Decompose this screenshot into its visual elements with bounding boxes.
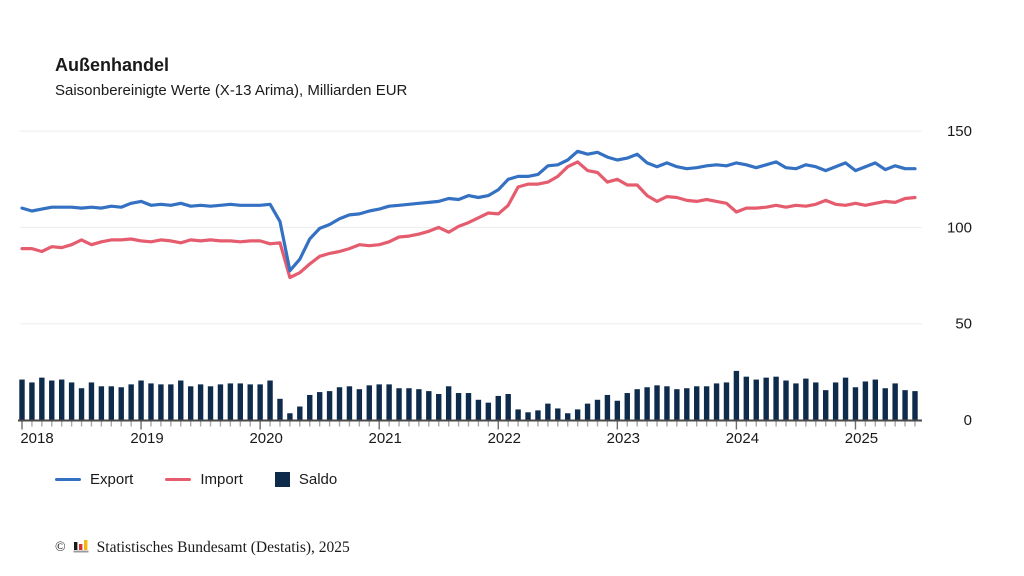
legend-item-saldo[interactable]: Saldo [274,471,338,488]
svg-text:2025: 2025 [845,430,878,447]
chart-subtitle: Saisonbereinigte Werte (X-13 Arima), Mil… [55,82,408,99]
legend-label-import: Import [200,471,243,488]
svg-text:2018: 2018 [20,430,53,447]
chart-title: Außenhandel [55,55,170,75]
saldo-square-swatch-icon [274,472,290,487]
import-line-swatch-icon [165,478,192,481]
svg-text:2024: 2024 [726,430,759,447]
svg-text:2023: 2023 [607,430,640,447]
svg-text:150: 150 [947,123,972,140]
export-line-swatch-icon [55,478,81,481]
svg-text:2021: 2021 [369,430,402,447]
source-text: Statistisches Bundesamt (Destatis), 2025 [96,539,350,556]
destatis-bars-icon [73,538,90,558]
svg-text:0: 0 [964,412,972,429]
source-note: © Statistisches Bundesamt (Destatis), 20… [55,538,350,558]
svg-text:2020: 2020 [249,430,282,447]
chart-header: Außenhandel Saisonbereinigte Werte (X-13… [55,55,407,99]
legend-label-saldo: Saldo [298,471,338,488]
svg-text:2022: 2022 [488,430,521,447]
copyright-symbol: © [55,540,66,555]
legend-item-import[interactable]: Import [165,471,243,488]
legend-item-export[interactable]: Export [55,471,133,488]
svg-text:2019: 2019 [130,430,163,447]
legend-label-export: Export [90,471,134,488]
legend: Export Import Saldo [55,471,337,488]
svg-text:50: 50 [955,316,972,333]
svg-text:100: 100 [947,219,972,236]
